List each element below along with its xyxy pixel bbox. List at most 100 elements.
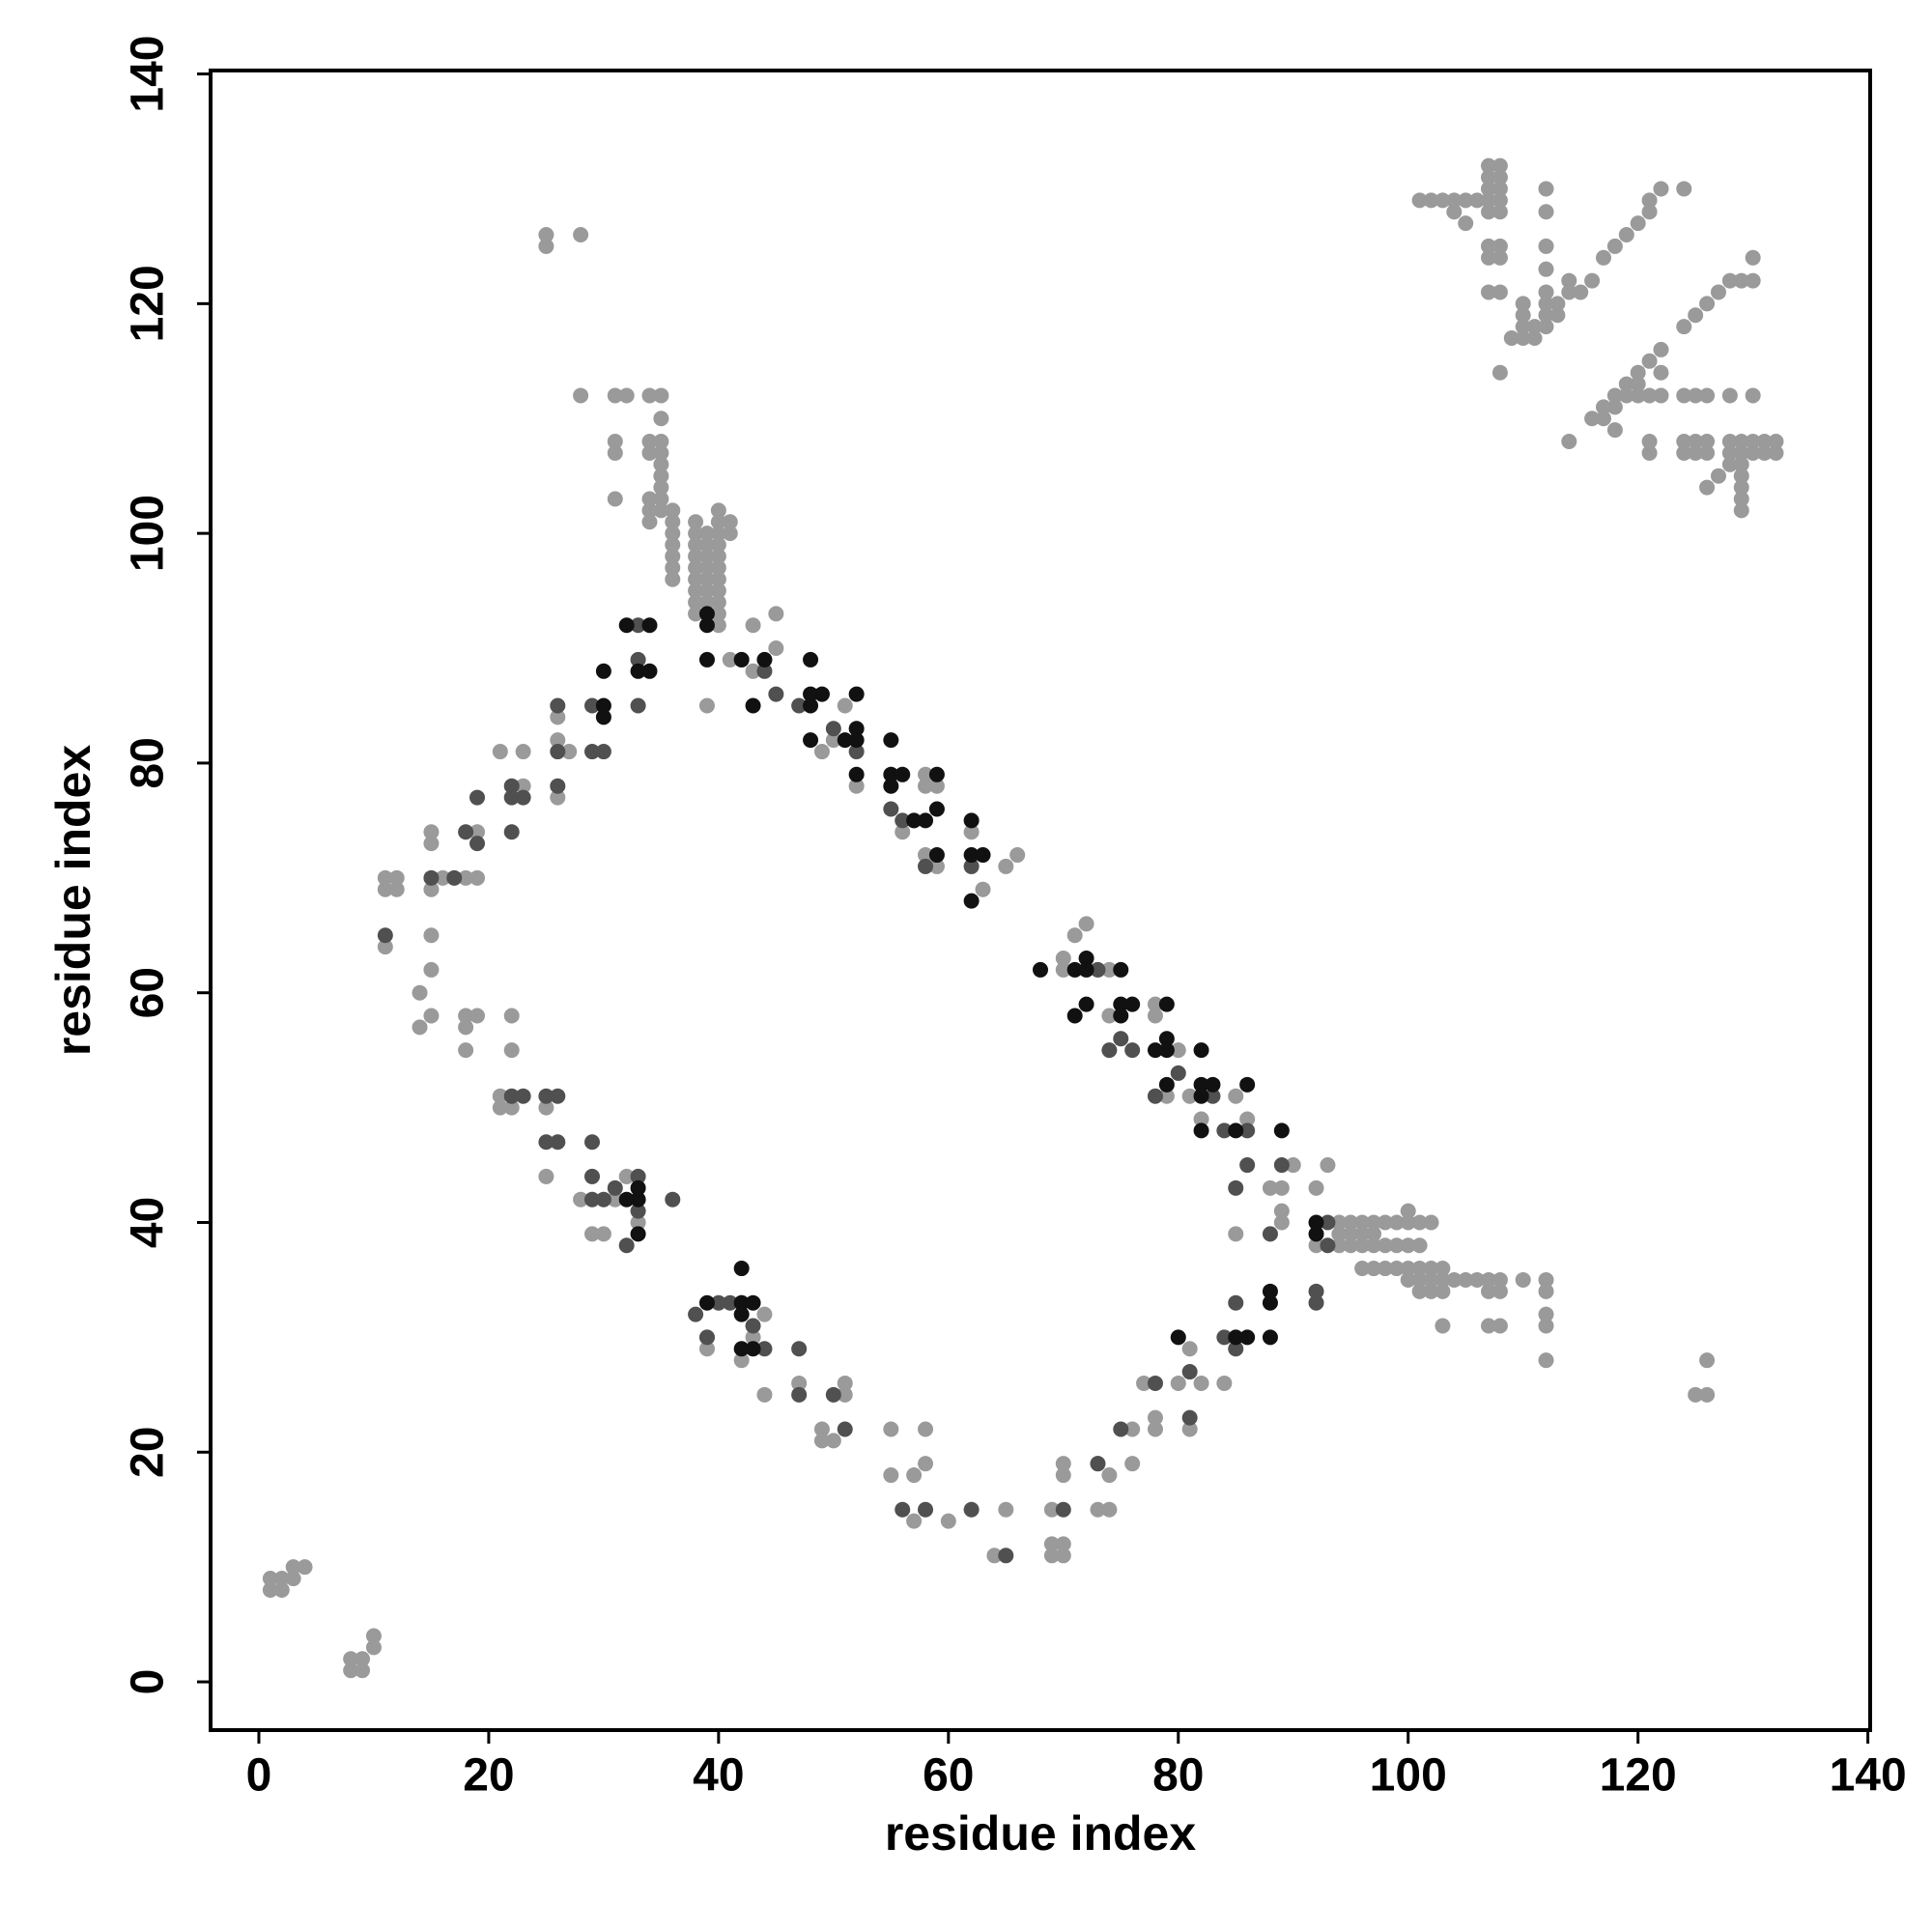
point <box>1481 284 1497 300</box>
point <box>1733 468 1749 484</box>
point <box>918 1456 934 1472</box>
point <box>1641 387 1658 404</box>
point <box>1595 249 1611 266</box>
x-axis-title: residue index <box>885 1806 1197 1861</box>
point <box>618 387 635 404</box>
point <box>1170 1042 1186 1059</box>
point <box>825 1433 841 1449</box>
point <box>698 697 715 714</box>
point <box>1733 272 1749 289</box>
point <box>1573 284 1589 300</box>
point <box>538 1099 554 1116</box>
point <box>1481 181 1497 197</box>
point <box>848 744 865 760</box>
point <box>1066 1008 1083 1024</box>
point <box>883 1421 899 1437</box>
point <box>733 1352 750 1369</box>
point <box>273 1571 290 1587</box>
point <box>1538 261 1554 277</box>
point <box>1343 1237 1359 1254</box>
point <box>722 514 738 530</box>
point <box>630 1214 646 1231</box>
point <box>630 651 646 668</box>
point <box>446 869 463 886</box>
point <box>733 651 750 668</box>
point <box>388 881 405 897</box>
point <box>1606 387 1623 404</box>
point <box>1181 1409 1198 1426</box>
point <box>1423 192 1439 209</box>
point <box>698 606 715 622</box>
point <box>1331 1226 1348 1242</box>
point <box>848 686 865 702</box>
point <box>756 651 773 668</box>
point <box>641 434 658 450</box>
point <box>1400 1261 1416 1277</box>
point <box>768 606 784 622</box>
point <box>940 1513 956 1529</box>
point <box>1561 434 1577 450</box>
point <box>1699 479 1716 496</box>
y-tick-label: 40 <box>123 1197 174 1248</box>
point <box>698 526 715 542</box>
point <box>1699 1352 1716 1369</box>
point <box>813 744 830 760</box>
point <box>1113 996 1129 1012</box>
point <box>1538 1318 1554 1334</box>
point <box>1756 434 1773 450</box>
point <box>975 881 991 897</box>
point <box>1676 434 1692 450</box>
point <box>1136 1375 1152 1391</box>
point <box>906 1513 923 1529</box>
point <box>1101 1467 1118 1484</box>
point <box>848 766 865 782</box>
point <box>1377 1214 1393 1231</box>
point <box>1158 1042 1175 1059</box>
point <box>1676 181 1692 197</box>
point <box>688 514 704 530</box>
point <box>1641 192 1658 209</box>
point <box>1066 961 1083 978</box>
point <box>1653 364 1669 381</box>
y-tick-label: 120 <box>123 265 174 342</box>
point <box>710 571 726 587</box>
point <box>1538 1283 1554 1299</box>
point <box>1538 181 1554 197</box>
point <box>1641 434 1658 450</box>
point <box>1538 307 1554 324</box>
plot-frame <box>209 69 1872 1732</box>
point <box>883 778 899 794</box>
point <box>469 836 486 852</box>
point <box>1538 1352 1554 1369</box>
point <box>1733 434 1749 450</box>
point <box>688 1306 704 1322</box>
point <box>561 744 578 760</box>
point <box>1538 1306 1554 1322</box>
point <box>1273 1157 1290 1174</box>
point <box>756 1386 773 1403</box>
point <box>1699 387 1716 404</box>
point <box>710 537 726 554</box>
point <box>1170 1375 1186 1391</box>
point <box>1435 192 1451 209</box>
point <box>538 1168 554 1184</box>
y-tick-label: 140 <box>123 36 174 113</box>
point <box>837 697 853 714</box>
point <box>273 1581 290 1598</box>
point <box>1205 1076 1221 1093</box>
point <box>918 858 934 874</box>
point <box>1423 1261 1439 1277</box>
point <box>698 582 715 599</box>
point <box>665 502 681 519</box>
point <box>698 1329 715 1346</box>
point <box>1055 951 1071 967</box>
point <box>1158 1031 1175 1047</box>
point <box>1481 238 1497 254</box>
point <box>1492 249 1508 266</box>
point <box>710 582 726 599</box>
point <box>1584 411 1601 427</box>
point <box>1515 1271 1531 1288</box>
point <box>1481 204 1497 220</box>
point <box>1055 1467 1071 1484</box>
point <box>653 502 669 519</box>
